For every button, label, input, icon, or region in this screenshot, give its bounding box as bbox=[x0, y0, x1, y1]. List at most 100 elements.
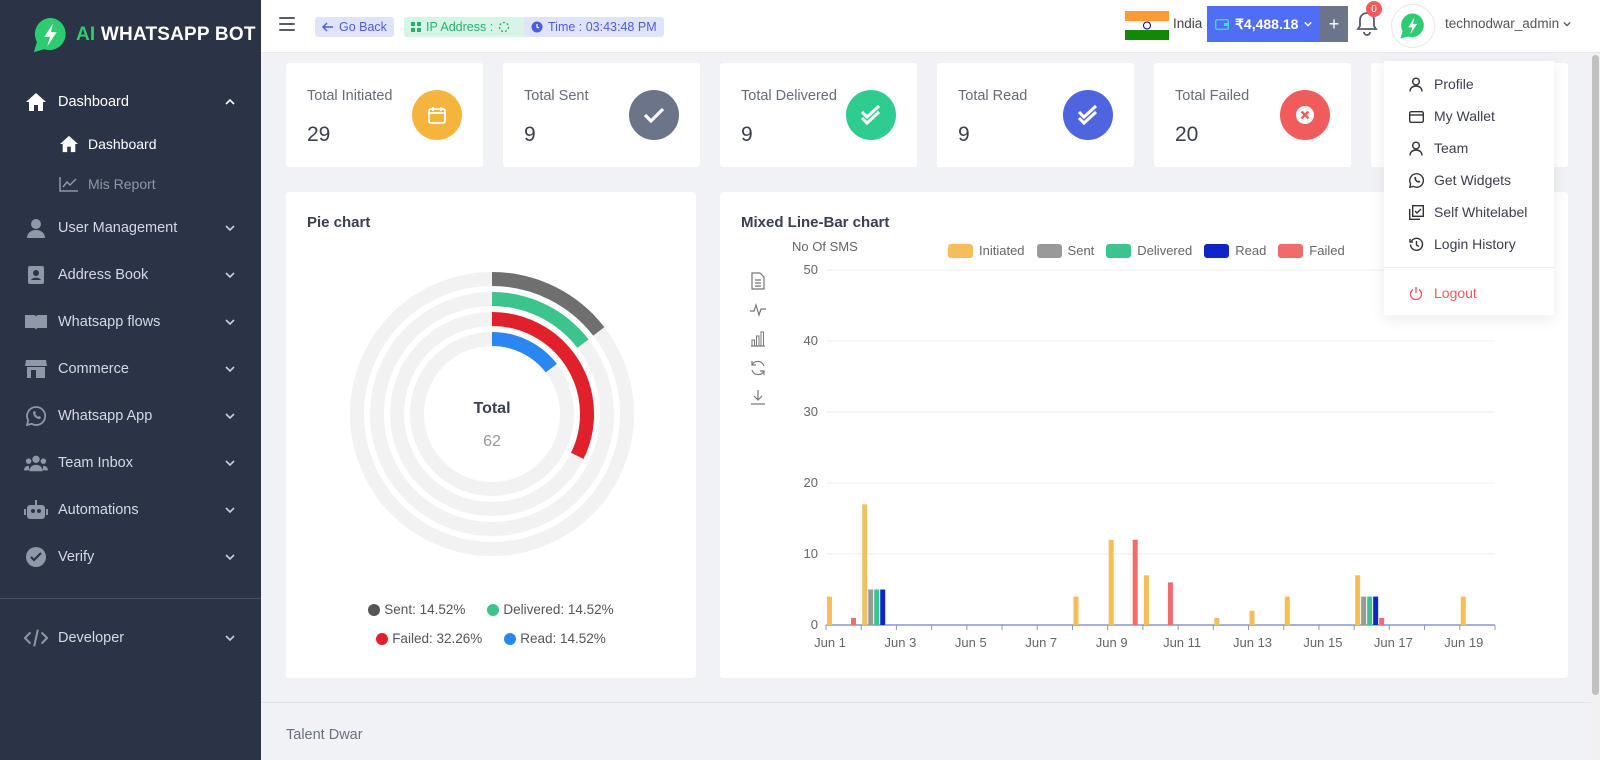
sidebar-item-user-management[interactable]: User Management bbox=[0, 204, 261, 251]
sidebar-item-address-book[interactable]: Address Book bbox=[0, 251, 261, 298]
x-tick-label: Jun 3 bbox=[885, 635, 917, 650]
bar-initiated bbox=[1108, 539, 1114, 625]
add-funds-button[interactable]: + bbox=[1320, 6, 1348, 42]
legend-label: Sent bbox=[1067, 243, 1095, 258]
legend-item-sent[interactable]: Sent bbox=[1036, 243, 1095, 258]
sidebar-item-team-inbox[interactable]: Team Inbox bbox=[0, 439, 261, 486]
legend-item-failed[interactable]: Failed bbox=[1278, 243, 1345, 258]
legend-label: Read: 14.52% bbox=[520, 631, 606, 646]
history-icon bbox=[1408, 236, 1424, 252]
chevron-down-icon bbox=[225, 412, 235, 419]
refresh-icon[interactable] bbox=[748, 353, 768, 382]
sidebar-item-whatsapp-flows[interactable]: Whatsapp flows bbox=[0, 298, 261, 345]
legend-label: Sent: 14.52% bbox=[384, 602, 466, 617]
chevron-down-icon bbox=[225, 634, 235, 641]
bar-initiated bbox=[862, 504, 868, 625]
username-label: technodwar_admin bbox=[1445, 16, 1560, 31]
legend-item-failed[interactable]: Failed: 32.26% bbox=[376, 631, 482, 646]
sidebar-nav: Dashboard Dashboard Mis Report User Mana… bbox=[0, 80, 261, 580]
legend-label: Delivered bbox=[1137, 243, 1193, 258]
brand[interactable]: AI WHATSAPP BOT bbox=[0, 0, 261, 70]
wallet-icon bbox=[1215, 19, 1229, 30]
pie-arc-failed bbox=[491, 312, 594, 459]
bar-initiated bbox=[827, 596, 832, 625]
stat-card-sent: Total Sent 9 bbox=[503, 63, 700, 167]
menu-item-self-whitelabel[interactable]: Self Whitelabel bbox=[1384, 196, 1554, 228]
line-chart-icon[interactable] bbox=[748, 295, 768, 324]
stat-title: Total Sent bbox=[524, 88, 589, 104]
legend-dot bbox=[487, 603, 500, 616]
sidebar-subitem-dashboard[interactable]: Dashboard bbox=[0, 124, 261, 164]
user-icon bbox=[24, 217, 48, 239]
menu-item-team[interactable]: Team bbox=[1384, 132, 1554, 164]
home-icon bbox=[24, 91, 48, 113]
sidebar-item-label: Developer bbox=[58, 629, 125, 646]
sidebar-item-developer[interactable]: Developer bbox=[0, 614, 261, 661]
pie-center-value: 62 bbox=[483, 433, 501, 450]
wallet-icon bbox=[1408, 108, 1424, 124]
chevron-down-icon bbox=[225, 271, 235, 278]
check-icon bbox=[629, 90, 679, 140]
sidebar-item-verify[interactable]: Verify bbox=[0, 533, 261, 580]
bolt-logo-icon bbox=[1400, 13, 1424, 39]
logout-button[interactable]: Logout bbox=[1384, 277, 1554, 309]
y-axis-title: No Of SMS bbox=[792, 239, 858, 254]
footer-text: Talent Dwar bbox=[286, 727, 363, 743]
page-scrollbar[interactable] bbox=[1591, 53, 1600, 760]
stat-value: 29 bbox=[307, 123, 331, 146]
x-tick-label: Jun 17 bbox=[1374, 635, 1413, 650]
time-badge: Time : 03:43:48 PM bbox=[524, 17, 664, 37]
home-icon bbox=[58, 135, 80, 153]
bolt-logo-icon bbox=[33, 17, 66, 53]
brand-name: AI WHATSAPP BOT bbox=[76, 24, 256, 46]
data-view-icon[interactable] bbox=[748, 266, 768, 295]
wallet-balance-button[interactable]: ₹4,488.18 bbox=[1207, 6, 1320, 42]
bar-delivered bbox=[874, 589, 880, 625]
sidebar-item-whatsapp-app[interactable]: Whatsapp App bbox=[0, 392, 261, 439]
bar-chart-icon[interactable] bbox=[748, 324, 768, 353]
legend-item-delivered[interactable]: Delivered: 14.52% bbox=[487, 602, 614, 617]
go-back-button[interactable]: Go Back bbox=[315, 17, 394, 37]
user-menu-toggle[interactable]: technodwar_admin bbox=[1445, 16, 1571, 31]
legend-item-delivered[interactable]: Delivered bbox=[1106, 243, 1192, 258]
book-open-icon bbox=[24, 311, 48, 333]
bar-initiated bbox=[1355, 575, 1361, 625]
sidebar-item-commerce[interactable]: Commerce bbox=[0, 345, 261, 392]
bar-initiated bbox=[1073, 596, 1079, 625]
stat-value: 20 bbox=[1175, 123, 1199, 146]
user-icon bbox=[1408, 76, 1424, 92]
stat-title: Total Failed bbox=[1175, 88, 1250, 104]
sidebar-item-automations[interactable]: Automations bbox=[0, 486, 261, 533]
scrollbar-thumb[interactable] bbox=[1592, 55, 1599, 695]
notification-count-badge: 0 bbox=[1366, 1, 1382, 17]
avatar[interactable] bbox=[1391, 4, 1435, 48]
sidebar-item-dashboard[interactable]: Dashboard bbox=[0, 80, 261, 124]
ip-address-badge: IP Address : bbox=[404, 17, 533, 37]
legend-item-initiated[interactable]: Initiated bbox=[948, 243, 1025, 258]
legend-label: Delivered: 14.52% bbox=[503, 602, 614, 617]
menu-item-profile[interactable]: Profile bbox=[1384, 68, 1554, 100]
pie-legend-row-1: Sent: 14.52% Delivered: 14.52% bbox=[286, 602, 696, 617]
bar-initiated bbox=[1460, 596, 1466, 625]
menu-item-login-history[interactable]: Login History bbox=[1384, 228, 1554, 260]
x-tick-label: Jun 13 bbox=[1233, 635, 1272, 650]
legend-label: Read bbox=[1235, 243, 1267, 258]
sidebar-subitem-mis-report[interactable]: Mis Report bbox=[0, 164, 261, 204]
menu-toggle-icon[interactable] bbox=[279, 17, 295, 31]
chevron-down-icon bbox=[225, 553, 235, 560]
legend-item-read[interactable]: Read bbox=[1204, 243, 1266, 258]
legend-dot bbox=[376, 632, 389, 645]
users-icon bbox=[24, 452, 48, 474]
legend-item-sent[interactable]: Sent: 14.52% bbox=[368, 602, 465, 617]
legend-dot bbox=[368, 603, 381, 616]
menu-item-get-widgets[interactable]: Get Widgets bbox=[1384, 164, 1554, 196]
menu-item-my-wallet[interactable]: My Wallet bbox=[1384, 100, 1554, 132]
pie-legend-row-2: Failed: 32.26% Read: 14.52% bbox=[286, 631, 696, 646]
sidebar-developer: Developer bbox=[0, 614, 261, 661]
download-icon[interactable] bbox=[748, 382, 768, 411]
legend-item-read[interactable]: Read: 14.52% bbox=[504, 631, 606, 646]
legend-swatch bbox=[1278, 243, 1304, 258]
x-tick-label: Jun 5 bbox=[955, 635, 987, 650]
power-icon bbox=[1408, 285, 1424, 301]
whatsapp-icon bbox=[24, 405, 48, 427]
